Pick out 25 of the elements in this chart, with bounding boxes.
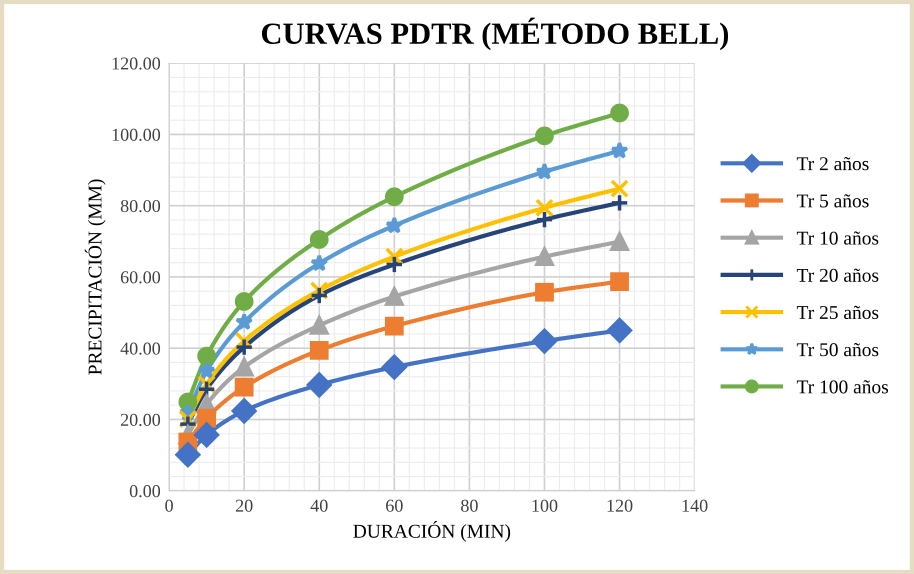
y-tick-label: 40.00 [120,342,160,355]
legend-label: Tr 5 años [796,194,869,208]
x-tick-label: 40 [310,500,328,512]
x-tick-label: 0 [165,500,173,512]
y-tick-label: 120.00 [112,57,160,70]
y-axis-title: PRECIPITACIÓN (MM) [84,179,106,375]
y-tick-label: 0.00 [130,485,160,498]
x-tick-label: 100 [532,500,558,512]
x-axis-title: DURACIÓN (MIN) [353,521,510,542]
y-tick-label: 80.00 [120,200,160,212]
y-tick-label: 60.00 [120,271,160,284]
x-tick-label: 80 [461,500,478,512]
x-tick-label: 60 [386,500,403,512]
x-tick-label: 140 [682,500,708,512]
chart-title: CURVAS PDTR (MÉTODO BELL) [262,18,728,50]
legend-label: Tr 20 años [796,268,878,282]
x-tick-label: 20 [236,500,253,512]
legend-label: Tr 10 años [796,231,878,245]
y-tick-label: 20.00 [120,414,160,426]
legend-label: Tr 2 años [796,156,869,170]
y-tick-label: 100.00 [112,128,160,141]
legend-label: Tr 100 años [796,380,888,394]
x-tick-label: 120 [608,500,632,512]
legend-label: Tr 50 años [796,342,878,356]
legend-label: Tr 25 años [796,306,878,320]
